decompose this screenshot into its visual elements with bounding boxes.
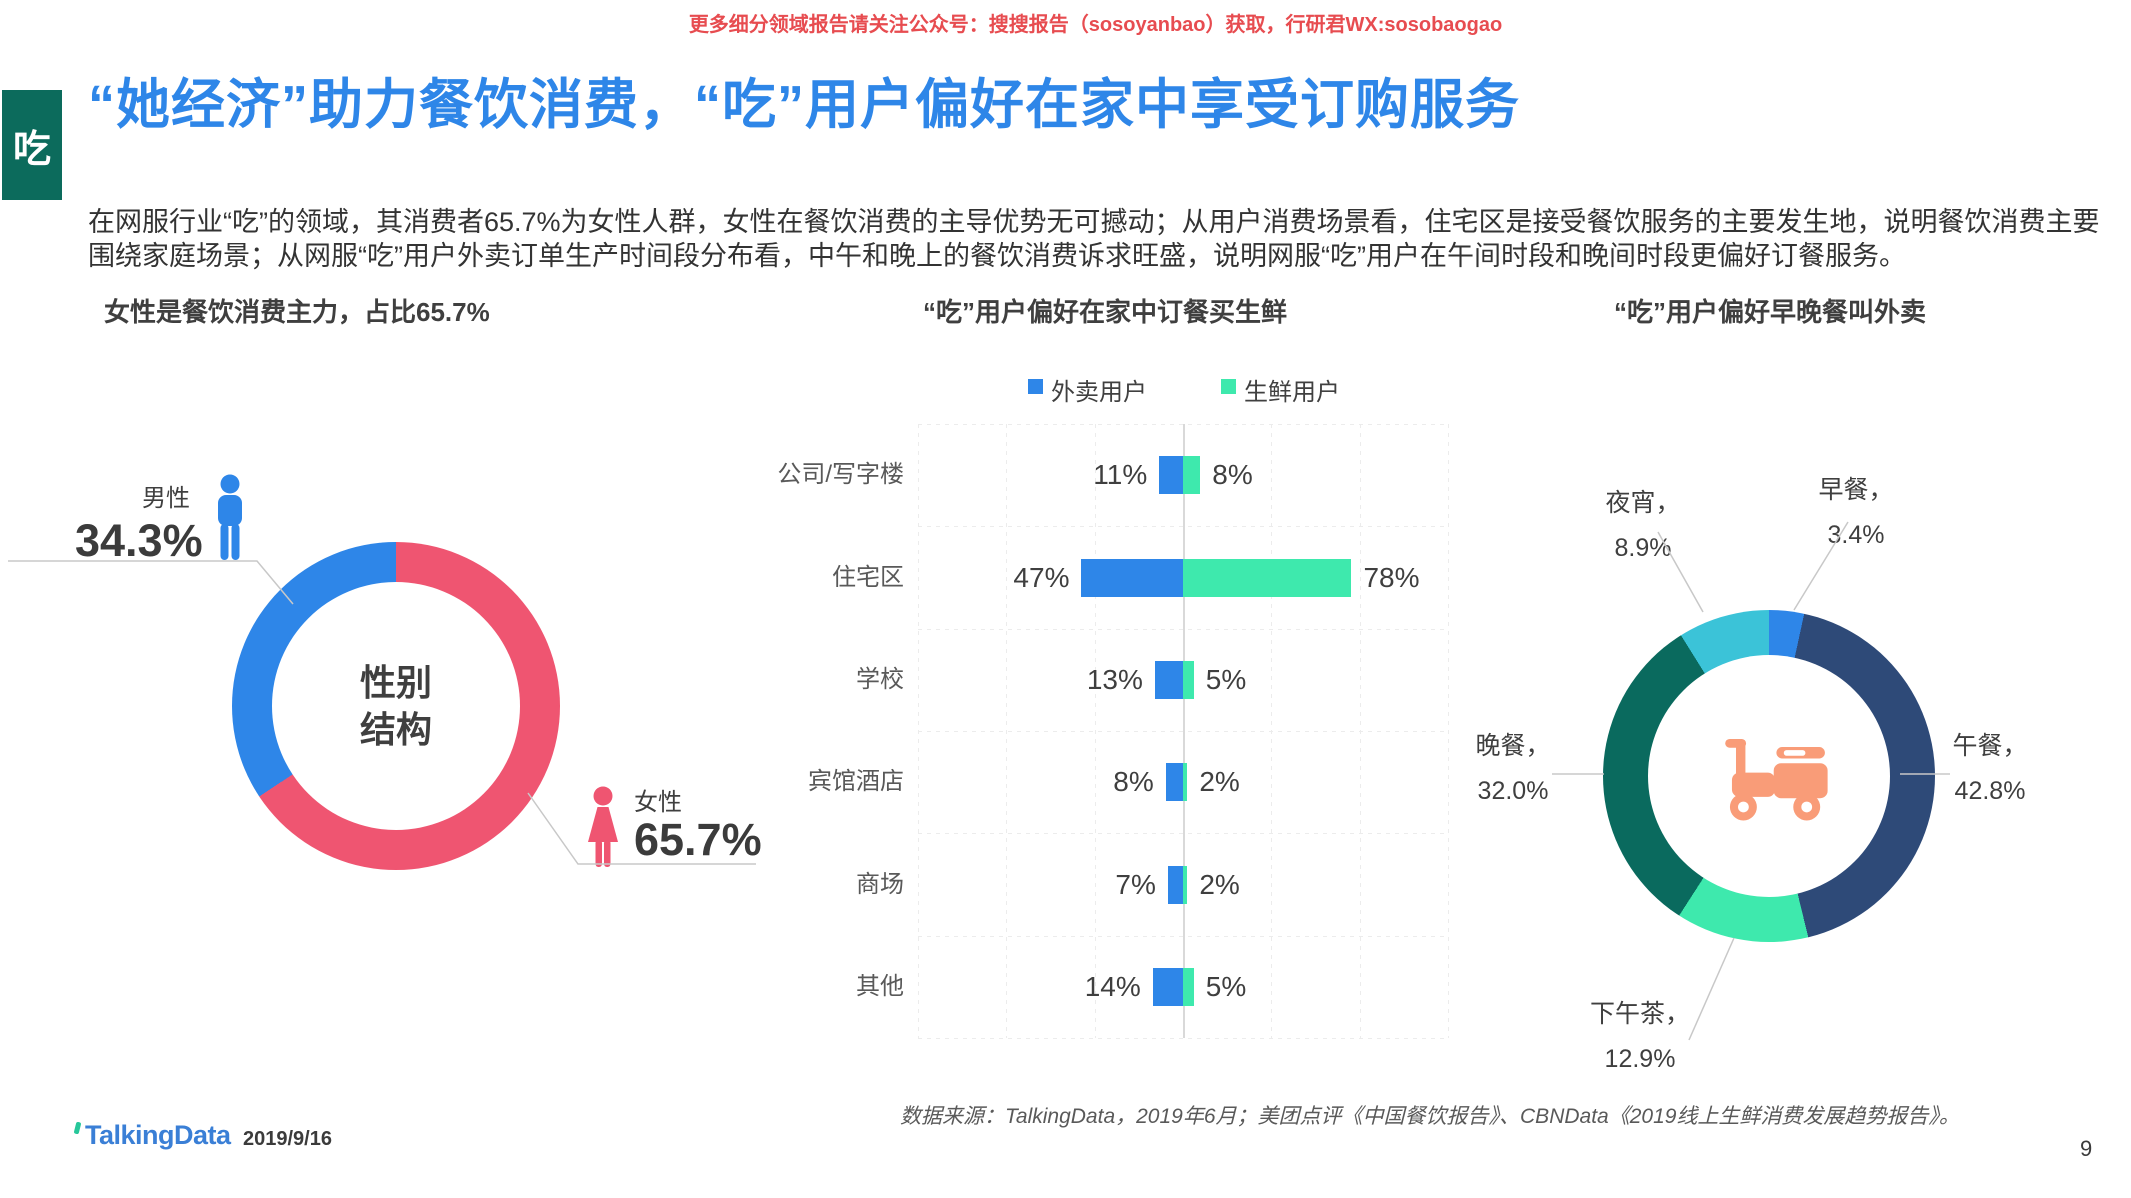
- male-person-icon: [212, 474, 248, 564]
- chart-title-gender: 女性是餐饮消费主力，占比65.7%: [104, 297, 490, 327]
- bar-shengxian: [1183, 865, 1188, 904]
- mealtime-slice-label: 早餐， 3.4%: [1818, 476, 1894, 549]
- delivery-scooter-icon: [1705, 728, 1833, 824]
- male-label: 男性: [142, 485, 190, 512]
- bar-category-label: 住宅区: [832, 563, 904, 591]
- grid-line-vertical: [1359, 424, 1361, 1038]
- bar-waimai: [1165, 763, 1183, 802]
- bar-waimai: [1154, 660, 1183, 699]
- section-tab-label: 吃: [12, 128, 51, 171]
- intro-line-1: 在网服行业“吃”的领域，其消费者65.7%为女性人群，女性在餐饮消费的主导优势无…: [88, 207, 2100, 237]
- bar-value-waimai: 7%: [1115, 868, 1156, 900]
- bar-value-waimai: 47%: [1013, 561, 1070, 593]
- bar-value-waimai: 13%: [1086, 663, 1143, 695]
- mealtime-slice-label: 晚餐， 32.0%: [1475, 732, 1551, 805]
- section-tab-eat: 吃: [2, 90, 62, 200]
- page-title: “她经济”助力餐饮消费，“吃”用户偏好在家中享受订购服务: [88, 75, 1520, 135]
- chart-title-mealtime: “吃”用户偏好早晚餐叫外卖: [1613, 297, 1926, 327]
- bar-waimai: [1159, 456, 1183, 495]
- mealtime-donut-hole: [1648, 655, 1890, 897]
- chart-title-scene: “吃”用户偏好在家中订餐买生鲜: [922, 297, 1287, 327]
- zero-axis-line: [1183, 424, 1185, 1038]
- bar-value-waimai: 8%: [1113, 766, 1154, 798]
- bar-waimai: [1152, 967, 1183, 1006]
- bar-waimai: [1081, 558, 1183, 597]
- bar-waimai: [1167, 865, 1183, 904]
- bar-category-label: 宾馆酒店: [808, 768, 904, 796]
- male-leader-line: [8, 560, 294, 605]
- bar-value-shengxian: 5%: [1205, 970, 1247, 1002]
- bar-shengxian: [1183, 456, 1201, 495]
- legend-label-shengxian: 生鲜用户: [1244, 379, 1340, 406]
- header-notice: 更多细分领域报告请关注公众号：搜搜报告（sosoyanbao）获取，行研君WX:…: [688, 14, 1503, 36]
- bar-value-waimai: 14%: [1084, 970, 1141, 1002]
- bar-category-label: 公司/写字楼: [777, 461, 904, 489]
- legend-swatch-shengxian: [1221, 379, 1236, 394]
- scene-bar-chart: 公司/写字楼 11% 8% 住宅区 47% 78% 学校 13% 5% 宾馆酒店 8% 2% 商场 7% 2…: [777, 424, 1449, 1039]
- bar-category-label: 商场: [856, 870, 904, 898]
- talkingdata-logo: TalkingData: [73, 1120, 231, 1151]
- legend-swatch-waimai: [1028, 379, 1043, 394]
- female-label: 女性: [634, 789, 682, 816]
- bar-value-shengxian: 2%: [1199, 766, 1240, 798]
- mealtime-slice-label: 夜宵， 8.9%: [1605, 489, 1681, 562]
- bar-category-label: 其他: [856, 972, 904, 1000]
- logo-tick-icon: [73, 1121, 82, 1135]
- mealtime-donut-chart: [1603, 610, 1935, 942]
- gender-donut-hole: 性别 结构: [272, 582, 520, 830]
- gender-donut-chart: 性别 结构: [232, 542, 560, 870]
- report-date: 2019/9/16: [243, 1128, 332, 1150]
- page-number: 9: [2080, 1136, 2093, 1161]
- mealtime-slice-label: 下午茶， 12.9%: [1589, 1000, 1690, 1073]
- bar-value-waimai: 11%: [1093, 459, 1148, 491]
- grid-line-horizontal: [918, 1038, 1448, 1039]
- intro-line-2: 围绕家庭场景；从网服“吃”用户外卖订单生产时间段分布看，中午和晚上的餐饮消费诉求…: [88, 241, 1906, 271]
- bar-value-shengxian: 78%: [1363, 561, 1420, 593]
- bar-value-shengxian: 8%: [1212, 459, 1253, 491]
- gender-donut-center-label: 性别 结构: [359, 662, 432, 750]
- bar-value-shengxian: 5%: [1205, 663, 1247, 695]
- bar-shengxian: [1183, 763, 1188, 802]
- grid-line-vertical: [1271, 424, 1273, 1038]
- mealtime-slice-label: 午餐， 42.8%: [1952, 732, 2028, 805]
- female-person-icon: [581, 786, 625, 868]
- male-percentage: 34.3%: [75, 515, 203, 566]
- bar-category-label: 学校: [856, 665, 904, 693]
- bar-value-shengxian: 2%: [1199, 868, 1240, 900]
- bar-shengxian: [1183, 660, 1194, 699]
- grid-line-vertical: [1448, 424, 1449, 1038]
- bar-shengxian: [1183, 558, 1352, 597]
- bar-shengxian: [1183, 967, 1194, 1006]
- female-percentage: 65.7%: [634, 814, 762, 865]
- legend-label-waimai: 外卖用户: [1051, 379, 1147, 406]
- data-source: 数据来源：TalkingData，2019年6月；美团点评《中国餐饮报告》、CB…: [900, 1105, 1960, 1128]
